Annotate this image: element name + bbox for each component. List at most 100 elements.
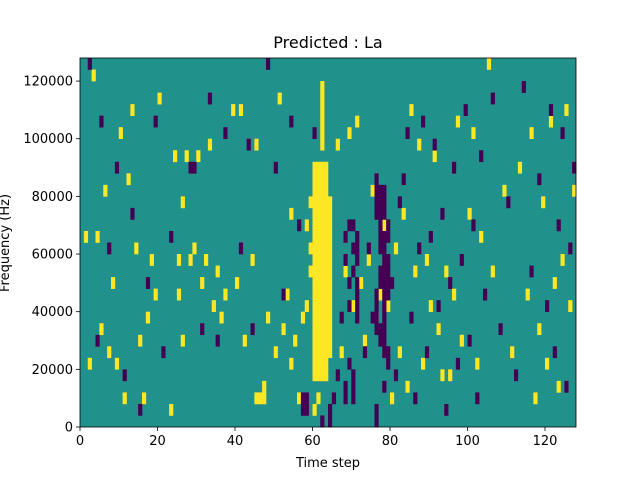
heatmap-cell: [382, 184, 387, 197]
heatmap-cell: [417, 242, 422, 255]
heatmap-cell: [374, 300, 379, 312]
heatmap-cell: [316, 219, 321, 232]
heatmap-cell: [514, 369, 519, 382]
heatmap-cell: [153, 288, 158, 301]
y-tick-label: 60000: [32, 248, 73, 263]
heatmap-cell: [180, 334, 185, 347]
heatmap-cell: [386, 265, 391, 278]
heatmap-cell: [444, 265, 449, 278]
x-axis-label: Time step: [295, 456, 360, 471]
heatmap-cell: [324, 173, 329, 186]
heatmap-cell: [378, 207, 383, 220]
heatmap-cell: [556, 380, 561, 393]
x-tick-label: 80: [382, 434, 399, 449]
heatmap-cell: [316, 357, 321, 370]
heatmap-cell: [266, 58, 271, 70]
heatmap-cell: [266, 311, 271, 324]
heatmap-cell: [107, 346, 112, 359]
heatmap-cell: [320, 196, 325, 209]
heatmap-cell: [304, 403, 309, 416]
heatmap-cell: [320, 265, 325, 278]
heatmap-cell: [382, 311, 387, 324]
heatmap-cell: [235, 277, 240, 289]
heatmap-cell: [397, 196, 402, 209]
heatmap-cell: [529, 127, 534, 140]
heatmap-cell: [459, 254, 464, 266]
plot-frame: [79, 57, 577, 428]
heatmap-cell: [386, 230, 391, 243]
heatmap-cell: [324, 334, 329, 347]
heatmap-cell: [145, 277, 151, 289]
plot-area: [79, 57, 577, 428]
heatmap-cell: [320, 161, 325, 174]
heatmap-cell: [324, 369, 329, 382]
heatmap-cell: [529, 265, 534, 278]
heatmap-cell: [486, 58, 492, 70]
heatmap-cell: [393, 369, 399, 382]
heatmap-cell: [324, 219, 329, 232]
heatmap-cell: [382, 323, 387, 336]
heatmap-cell: [490, 92, 495, 105]
heatmap-cell: [320, 369, 325, 382]
heatmap-cell: [355, 254, 360, 266]
y-tick-label: 0: [65, 421, 73, 436]
heatmap-cell: [254, 392, 259, 405]
x-tick-label: 120: [533, 434, 558, 449]
heatmap-cell: [479, 150, 484, 163]
heatmap-cell: [312, 184, 317, 197]
heatmap-cell: [421, 115, 426, 128]
heatmap-cell: [424, 346, 430, 359]
heatmap-cell: [246, 138, 251, 151]
heatmap-cell: [83, 230, 89, 243]
heatmap-cell: [324, 242, 329, 255]
heatmap-cell: [483, 288, 488, 301]
heatmap-cell: [428, 230, 433, 243]
heatmap-cell: [386, 254, 391, 266]
heatmap-cell: [149, 254, 154, 266]
heatmap-cell: [374, 311, 379, 324]
heatmap-cell: [343, 265, 348, 278]
heatmap-cell: [130, 207, 135, 220]
heatmap-cell: [328, 323, 333, 336]
heatmap-cell: [378, 334, 383, 347]
heatmap-cell: [312, 346, 317, 359]
heatmap-cell: [564, 380, 569, 393]
heatmap-cell: [320, 230, 325, 243]
heatmap-cell: [87, 357, 92, 370]
heatmap-cell: [324, 300, 329, 312]
heatmap-cell: [370, 184, 375, 197]
heatmap-cell: [320, 346, 325, 359]
heatmap-cell: [312, 403, 317, 416]
heatmap-cell: [382, 196, 387, 209]
heatmap-cell: [312, 127, 317, 140]
heatmap-cell: [471, 219, 476, 232]
heatmap-cell: [312, 288, 317, 301]
heatmap-cell: [312, 300, 317, 312]
heatmap-cell: [320, 277, 325, 289]
heatmap-cell: [355, 311, 360, 324]
heatmap-cell: [316, 346, 321, 359]
heatmap-cell: [560, 127, 565, 140]
heatmap-cell: [382, 230, 387, 243]
heatmap-cell: [382, 346, 387, 359]
heatmap-cell: [173, 150, 178, 163]
heatmap-cell: [386, 277, 391, 289]
heatmap-cell: [382, 207, 387, 220]
heatmap-cell: [378, 230, 383, 243]
heatmap-cell: [324, 161, 329, 174]
heatmap-cell: [506, 196, 511, 209]
heatmap-cell: [316, 311, 321, 324]
heatmap-cell: [196, 150, 201, 163]
heatmap-cell: [413, 265, 418, 278]
heatmap-cell: [103, 184, 108, 197]
heatmap-cell: [432, 150, 437, 163]
heatmap-cell: [308, 242, 313, 255]
heatmap-cell: [328, 207, 333, 220]
heatmap-cell: [320, 219, 325, 232]
heatmap-cell: [161, 346, 166, 359]
heatmap-cell: [324, 207, 329, 220]
heatmap-cell: [339, 346, 344, 359]
heatmap-cell: [328, 300, 333, 312]
heatmap-cell: [401, 207, 406, 220]
heatmap-cell: [320, 254, 325, 266]
